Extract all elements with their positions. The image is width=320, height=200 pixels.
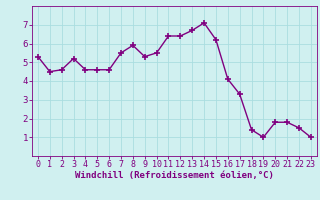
X-axis label: Windchill (Refroidissement éolien,°C): Windchill (Refroidissement éolien,°C) [75,171,274,180]
